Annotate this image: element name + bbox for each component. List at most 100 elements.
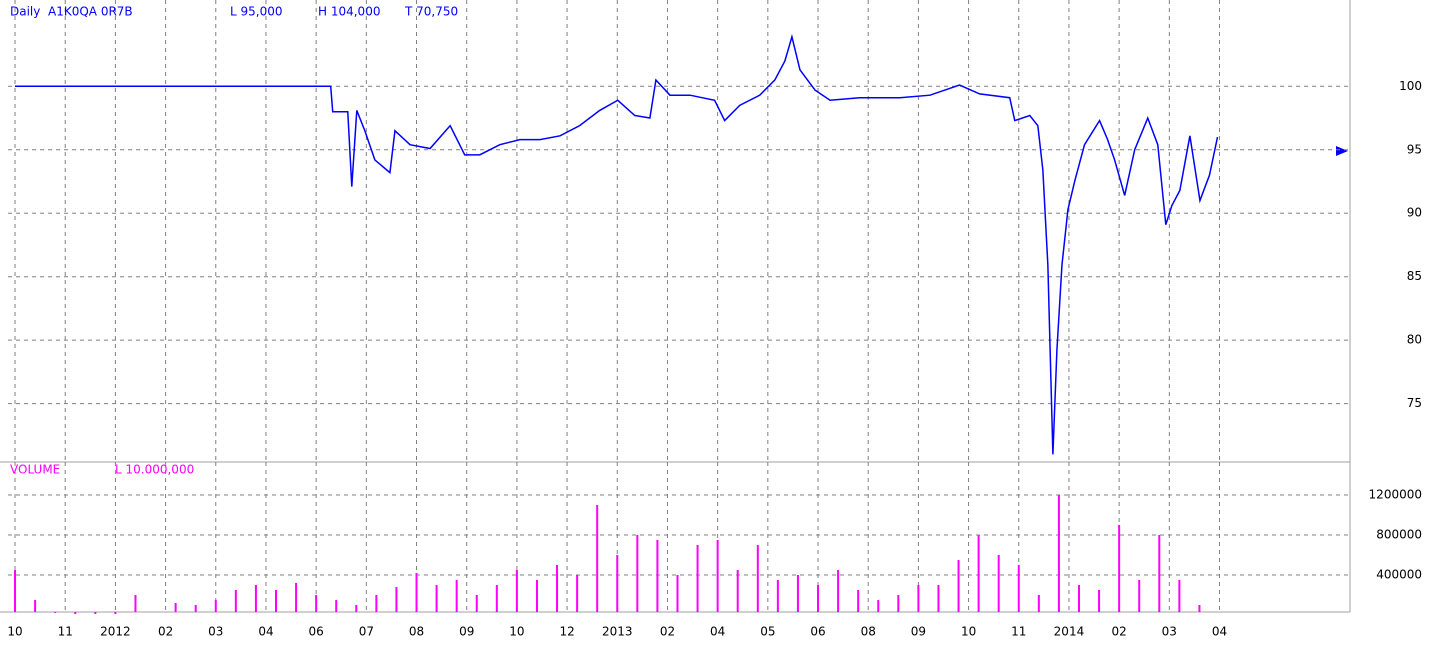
y-tick-label: 80 bbox=[1407, 333, 1422, 347]
volume-bar bbox=[716, 540, 719, 612]
x-tick-label: 06 bbox=[810, 625, 825, 639]
x-tick-label: 09 bbox=[911, 625, 926, 639]
volume-bar bbox=[1138, 580, 1141, 612]
x-tick-label: 2014 bbox=[1054, 625, 1085, 639]
x-tick-label: 2013 bbox=[602, 625, 633, 639]
volume-bar bbox=[395, 587, 398, 612]
volume-bar bbox=[1077, 585, 1080, 612]
volume-bar bbox=[1098, 590, 1101, 612]
x-tick-label: 04 bbox=[1212, 625, 1227, 639]
volume-bar bbox=[214, 600, 217, 612]
x-tick-label: 03 bbox=[1162, 625, 1177, 639]
volume-bar bbox=[435, 585, 438, 612]
x-tick-label: 11 bbox=[58, 625, 73, 639]
x-tick-label: 10 bbox=[509, 625, 524, 639]
volume-bar bbox=[315, 595, 318, 612]
volume-bar bbox=[1017, 565, 1020, 612]
volume-bar bbox=[837, 570, 840, 612]
x-tick-label: 05 bbox=[760, 625, 775, 639]
volume-bar bbox=[34, 600, 37, 612]
volume-bar bbox=[174, 603, 177, 612]
y-tick-label: 1200000 bbox=[1369, 488, 1422, 502]
volume-bar bbox=[54, 612, 57, 613]
volume-bar bbox=[1118, 525, 1121, 612]
volume-bar bbox=[335, 600, 338, 612]
y-tick-label: 85 bbox=[1407, 269, 1422, 283]
y-tick-label: 75 bbox=[1407, 396, 1422, 410]
volume-bar bbox=[796, 575, 799, 612]
volume-bar bbox=[274, 590, 277, 612]
x-tick-label: 12 bbox=[559, 625, 574, 639]
volume-bar bbox=[194, 605, 197, 612]
volume-bar bbox=[917, 585, 920, 612]
header-label: Daily bbox=[10, 5, 40, 19]
volume-bar bbox=[937, 585, 940, 612]
volume-bar bbox=[14, 570, 17, 612]
header-label: A1K0QA 0R7B bbox=[48, 5, 133, 19]
volume-bar bbox=[355, 605, 358, 612]
x-tick-label: 02 bbox=[660, 625, 675, 639]
header-label: VOLUME bbox=[10, 463, 60, 477]
x-tick-label: 11 bbox=[1011, 625, 1026, 639]
y-tick-label: 800000 bbox=[1376, 528, 1422, 542]
x-tick-label: 08 bbox=[409, 625, 424, 639]
volume-bar bbox=[576, 575, 579, 612]
volume-bar bbox=[636, 535, 639, 612]
y-tick-label: 95 bbox=[1407, 142, 1422, 156]
volume-bar bbox=[1158, 535, 1161, 612]
header-label: L 95,000 bbox=[230, 5, 283, 19]
y-tick-label: 400000 bbox=[1376, 568, 1422, 582]
volume-bar bbox=[977, 535, 980, 612]
volume-bar bbox=[596, 505, 599, 612]
volume-bar bbox=[817, 585, 820, 612]
price-line bbox=[15, 33, 1219, 455]
volume-bar bbox=[656, 540, 659, 612]
volume-bar bbox=[676, 575, 679, 612]
volume-bar bbox=[515, 570, 518, 612]
volume-bar bbox=[857, 590, 860, 612]
volume-bar bbox=[375, 595, 378, 612]
x-tick-label: 02 bbox=[1111, 625, 1126, 639]
volume-bar bbox=[1198, 605, 1201, 612]
volume-bar bbox=[616, 555, 619, 612]
volume-bar bbox=[997, 555, 1000, 612]
volume-bar bbox=[114, 612, 117, 614]
x-tick-label: 07 bbox=[359, 625, 374, 639]
volume-bar bbox=[696, 545, 699, 612]
x-tick-label: 03 bbox=[208, 625, 223, 639]
y-tick-label: 90 bbox=[1407, 206, 1422, 220]
volume-bar bbox=[957, 560, 960, 612]
volume-bar bbox=[1057, 495, 1060, 612]
x-tick-label: 10 bbox=[961, 625, 976, 639]
volume-bar bbox=[1037, 595, 1040, 612]
header-label: L 10.000,000 bbox=[115, 463, 194, 477]
x-tick-label: 04 bbox=[710, 625, 725, 639]
x-tick-label: 09 bbox=[459, 625, 474, 639]
header-label: T 70,750 bbox=[404, 5, 458, 19]
volume-bar bbox=[495, 585, 498, 612]
volume-bar bbox=[94, 612, 97, 614]
x-tick-label: 04 bbox=[258, 625, 273, 639]
volume-bar bbox=[415, 573, 418, 612]
x-tick-label: 10 bbox=[7, 625, 22, 639]
last-price-marker bbox=[1336, 146, 1348, 156]
volume-bar bbox=[776, 580, 779, 612]
volume-bar bbox=[736, 570, 739, 612]
volume-bar bbox=[475, 595, 478, 612]
volume-bar bbox=[74, 612, 77, 614]
x-tick-label: 02 bbox=[158, 625, 173, 639]
x-tick-label: 08 bbox=[861, 625, 876, 639]
x-tick-label: 2012 bbox=[100, 625, 131, 639]
volume-bar bbox=[556, 565, 559, 612]
volume-bar bbox=[1178, 580, 1181, 612]
header-label: H 104,000 bbox=[318, 5, 380, 19]
volume-bar bbox=[455, 580, 458, 612]
volume-bar bbox=[897, 595, 900, 612]
volume-bar bbox=[295, 583, 298, 612]
x-tick-label: 06 bbox=[309, 625, 324, 639]
volume-bar bbox=[134, 595, 137, 612]
volume-bar bbox=[254, 585, 257, 612]
volume-bar bbox=[234, 590, 237, 612]
